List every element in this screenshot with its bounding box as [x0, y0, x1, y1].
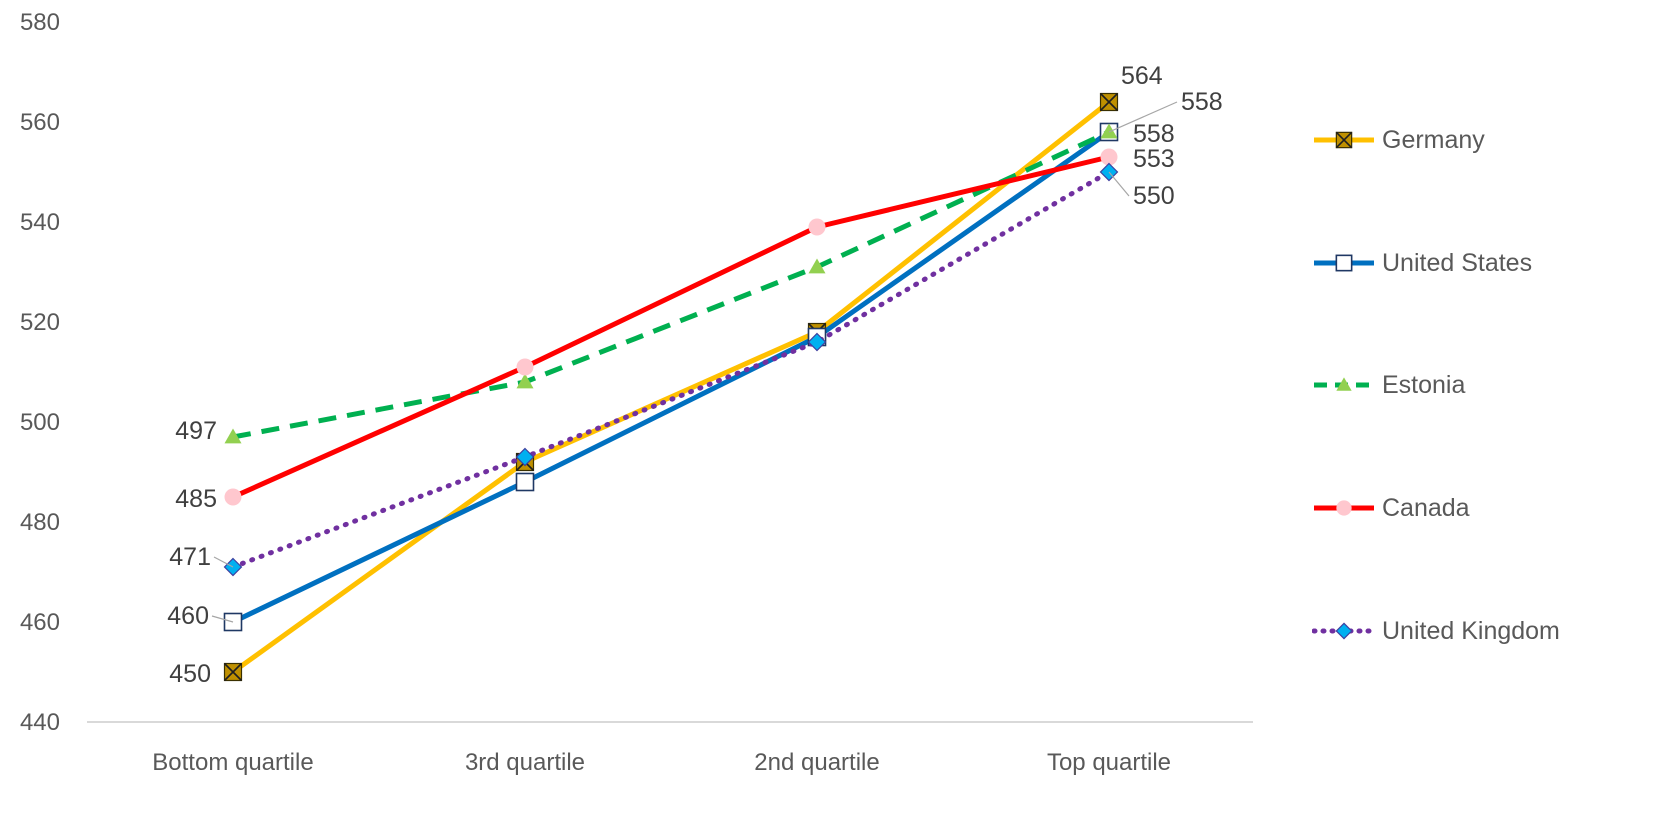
marker-estonia [516, 373, 534, 389]
legend-marker [1336, 377, 1352, 391]
x-tick-label: 3rd quartile [465, 749, 585, 776]
marker-estonia [1100, 123, 1118, 139]
data-label-leader [213, 556, 234, 568]
legend-item-united-kingdom[interactable]: United Kingdom [1312, 616, 1572, 646]
axes: 440 460 480 500 520 540 560 580 Bottom quartile 3… [20, 9, 1253, 776]
x-tick-label: 2nd quartile [754, 749, 879, 776]
series-germany [223, 92, 1119, 682]
y-tick-label: 500 [20, 409, 60, 436]
marker-germany [1099, 92, 1119, 112]
data-label: 553 [1133, 145, 1175, 173]
legend-item-canada[interactable]: Canada [1312, 493, 1572, 523]
series-line-united-states [231, 129, 1111, 625]
marker-united-kingdom [515, 447, 535, 467]
legend-label-germany: Germany [1382, 126, 1485, 154]
legend-label-united-kingdom: United Kingdom [1382, 617, 1560, 645]
legend-swatch-germany [1314, 131, 1374, 149]
y-tick-label: 440 [20, 709, 60, 736]
legend-item-germany[interactable]: Germany [1312, 125, 1572, 155]
marker-canada [1100, 148, 1118, 166]
legend-item-united-states[interactable]: United States [1312, 248, 1572, 278]
marker-estonia [224, 428, 242, 444]
series-line-united-kingdom [230, 169, 1112, 570]
data-label: 558 [1133, 120, 1175, 148]
marker-canada [224, 488, 242, 506]
x-tick-label: Bottom quartile [152, 749, 313, 776]
data-label: 485 [175, 485, 217, 513]
legend-marker [1335, 254, 1353, 272]
plot-area [223, 92, 1119, 682]
series-line-estonia [232, 129, 1111, 440]
data-label: 558 [1181, 88, 1223, 116]
legend-swatch-estonia [1314, 377, 1374, 391]
marker-united-kingdom [807, 332, 827, 352]
marker-germany [223, 662, 243, 682]
series-united-kingdom [223, 162, 1119, 577]
y-tick-label: 460 [20, 609, 60, 636]
legend-swatch-united-states [1314, 254, 1374, 272]
y-tick-label: 540 [20, 209, 60, 236]
marker-estonia [808, 258, 826, 274]
series-canada [224, 148, 1118, 506]
legend-item-estonia[interactable]: Estonia [1312, 370, 1572, 400]
legend-swatch-canada [1314, 500, 1374, 516]
legend-marker [1336, 500, 1352, 516]
marker-united-states [515, 472, 535, 492]
legend-label-estonia: Estonia [1382, 371, 1466, 399]
data-label: 471 [169, 543, 211, 571]
y-tick-label: 520 [20, 309, 60, 336]
y-tick-label: 560 [20, 109, 60, 136]
legend-marker [1335, 131, 1353, 149]
data-label: 564 [1121, 62, 1163, 90]
series-line-canada [231, 154, 1110, 500]
data-label: 460 [167, 602, 209, 630]
y-tick-label: 580 [20, 9, 60, 36]
y-tick-label: 480 [20, 509, 60, 536]
data-label-leader [211, 615, 234, 623]
legend-label-canada: Canada [1382, 494, 1470, 522]
marker-canada [516, 358, 534, 376]
legend-swatch-united-kingdom [1312, 622, 1376, 640]
data-label-leader [1108, 101, 1178, 133]
legend-label-united-states: United States [1382, 249, 1533, 277]
data-label: 450 [169, 660, 211, 688]
data-label: 497 [175, 417, 217, 445]
data-label-leader [1108, 171, 1130, 197]
x-tick-label: Top quartile [1047, 749, 1171, 776]
legend-marker [1335, 622, 1353, 640]
series-estonia [224, 123, 1118, 444]
marker-canada [808, 218, 826, 236]
data-label: 550 [1133, 182, 1175, 210]
